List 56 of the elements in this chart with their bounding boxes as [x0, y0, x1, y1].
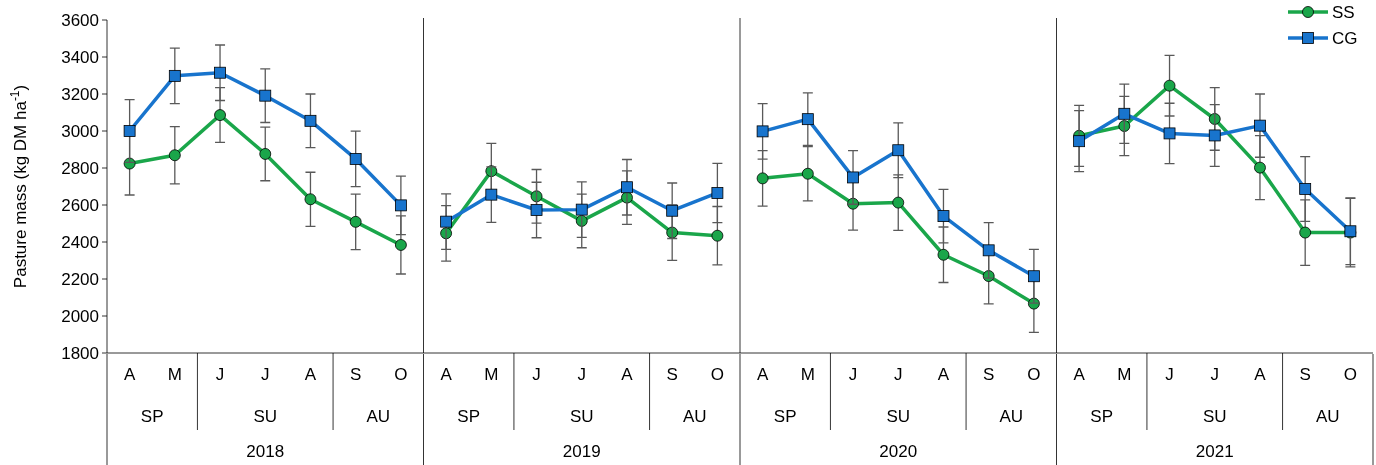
- y-tick-label: 3200: [61, 84, 99, 104]
- text: AU: [682, 407, 707, 427]
- x-tick-label: O: [710, 364, 725, 384]
- x-tick-label: A: [756, 364, 769, 384]
- x-tick-label: S: [1299, 364, 1311, 384]
- y-tick-label: 2400: [61, 232, 99, 252]
- text: SU: [886, 407, 911, 427]
- x-tick-label: S: [350, 364, 362, 384]
- x-tick-label: J: [1210, 364, 1219, 384]
- x-tick-label: A: [621, 364, 634, 384]
- x-tick-label: M: [800, 364, 815, 384]
- x-tick-label: J: [848, 364, 858, 384]
- text: SP: [773, 407, 797, 427]
- x-tick-label: J: [532, 364, 541, 384]
- x-tick-label: M: [167, 364, 182, 384]
- text: AU: [1315, 407, 1340, 427]
- text: SU: [1202, 407, 1227, 427]
- x-tick-label: A: [440, 364, 453, 384]
- x-tick-label: J: [1165, 364, 1174, 384]
- x-tick-label: O: [394, 364, 408, 384]
- x-tick-label: J: [261, 364, 270, 384]
- x-tick-label: S: [983, 364, 995, 384]
- x-tick-label: J: [215, 364, 225, 384]
- y-tick-label: 2000: [61, 306, 99, 326]
- x-axis-title: 2021: [1195, 442, 1234, 462]
- y-tick-label: 3600: [61, 10, 99, 30]
- text: SU: [569, 407, 594, 427]
- x-tick-label: O: [1343, 364, 1358, 384]
- x-tick-label: A: [937, 364, 950, 384]
- x-tick-label: A: [1254, 364, 1267, 384]
- x-tick-label: M: [1117, 364, 1132, 384]
- y-tick-label: 2800: [61, 158, 99, 178]
- text: AU: [366, 407, 391, 427]
- text: AU: [999, 407, 1024, 427]
- legend-label: CG: [1332, 28, 1358, 48]
- y-tick-label: 2600: [61, 195, 99, 215]
- x-tick-label: S: [666, 364, 678, 384]
- y-tick-label: 3000: [61, 121, 99, 141]
- x-tick-label: A: [1073, 364, 1086, 384]
- text: SP: [457, 407, 481, 427]
- x-axis-title: 2020: [879, 442, 918, 462]
- x-tick-label: M: [484, 364, 499, 384]
- x-axis-title: 2018: [246, 442, 285, 462]
- y-tick-label: 3400: [61, 47, 99, 67]
- y-tick-label: 2200: [61, 269, 99, 289]
- x-tick-label: J: [577, 364, 586, 384]
- text: SU: [253, 407, 278, 427]
- x-axis-title: 2019: [562, 442, 601, 462]
- text: SP: [140, 407, 164, 427]
- x-tick-label: A: [304, 364, 317, 384]
- text: SP: [1090, 407, 1114, 427]
- x-tick-label: A: [123, 364, 136, 384]
- legend-label: SS: [1332, 2, 1355, 22]
- x-tick-label: J: [894, 364, 903, 384]
- y-tick-label: 1800: [61, 343, 99, 363]
- x-tick-label: O: [1027, 364, 1041, 384]
